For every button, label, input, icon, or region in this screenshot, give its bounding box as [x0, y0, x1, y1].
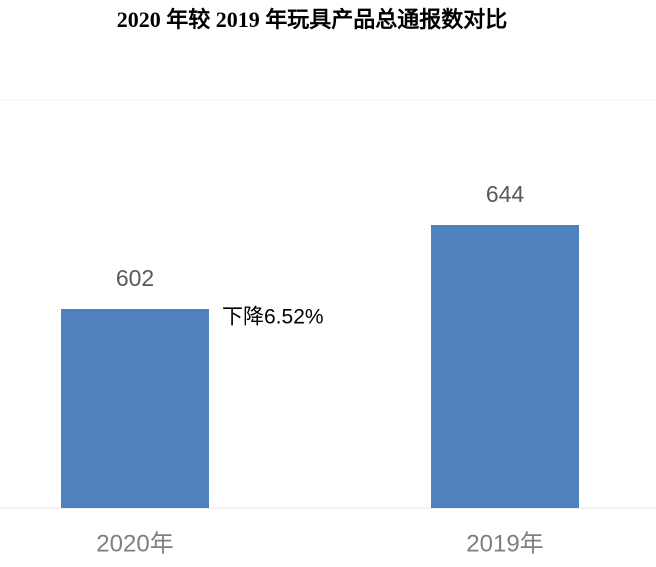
value-label: 644: [486, 181, 525, 207]
chart-title: 2020 年较 2019 年玩具产品总通报数对比: [117, 7, 508, 32]
annotation: 下降6.52%: [222, 306, 324, 329]
bar: [431, 225, 579, 508]
x-tick-label: 2020年: [96, 530, 173, 557]
value-label: 602: [116, 265, 154, 291]
x-tick-label: 2019年: [466, 530, 543, 557]
bar: [61, 309, 209, 508]
